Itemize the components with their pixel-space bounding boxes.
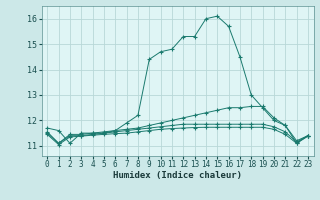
X-axis label: Humidex (Indice chaleur): Humidex (Indice chaleur) [113,171,242,180]
